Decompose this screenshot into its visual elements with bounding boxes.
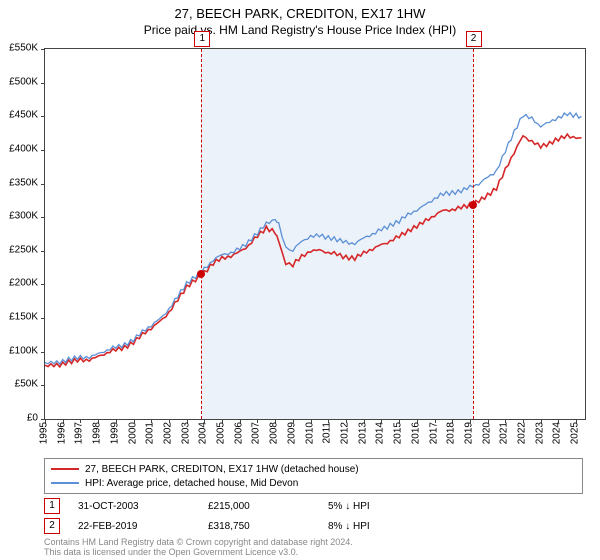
x-axis-tick-label: 2008 xyxy=(269,422,280,444)
y-axis-tick-label: £450K xyxy=(9,110,38,121)
event-vline xyxy=(473,49,474,419)
footer-line-2: This data is licensed under the Open Gov… xyxy=(44,548,353,558)
x-axis-tick-label: 1998 xyxy=(92,422,103,444)
legend-swatch xyxy=(51,468,79,470)
x-axis-tick-label: 2022 xyxy=(517,422,528,444)
y-tick xyxy=(41,352,45,353)
event-row: 2 22-FEB-2019£318,7508% ↓ HPI xyxy=(44,516,583,536)
x-axis-tick-label: 1997 xyxy=(74,422,85,444)
y-tick xyxy=(41,217,45,218)
y-axis-tick-label: £150K xyxy=(9,312,38,323)
event-row-marker: 1 xyxy=(44,498,60,514)
x-axis-tick-label: 2023 xyxy=(534,422,545,444)
y-axis-tick-label: £100K xyxy=(9,345,38,356)
y-axis-tick-label: £350K xyxy=(9,177,38,188)
x-axis-tick-label: 2001 xyxy=(145,422,156,444)
y-tick xyxy=(41,184,45,185)
event-row-marker: 2 xyxy=(44,518,60,534)
event-price: £215,000 xyxy=(208,501,328,512)
x-axis-tick-label: 2015 xyxy=(393,422,404,444)
y-axis-tick-label: £50K xyxy=(15,379,38,390)
x-axis-tick-label: 2009 xyxy=(286,422,297,444)
y-axis-tick-label: £250K xyxy=(9,244,38,255)
chart-container: 27, BEECH PARK, CREDITON, EX17 1HW Price… xyxy=(0,0,600,560)
event-date: 31-OCT-2003 xyxy=(78,501,208,512)
x-axis-tick-label: 2025 xyxy=(570,422,581,444)
event-vline xyxy=(201,49,202,419)
event-marker: 1 xyxy=(194,31,210,47)
legend-swatch xyxy=(51,482,79,484)
event-hpi-diff: 8% ↓ HPI xyxy=(328,521,583,532)
x-axis-tick-label: 2024 xyxy=(552,422,563,444)
event-date: 22-FEB-2019 xyxy=(78,521,208,532)
x-axis-labels: 1995199619971998199920002001200220032004… xyxy=(44,418,584,454)
event-price: £318,750 xyxy=(208,521,328,532)
sale-point-marker xyxy=(469,201,477,209)
title-block: 27, BEECH PARK, CREDITON, EX17 1HW Price… xyxy=(0,0,600,37)
legend-label: HPI: Average price, detached house, Mid … xyxy=(85,478,298,489)
x-axis-tick-label: 2006 xyxy=(233,422,244,444)
y-tick xyxy=(41,83,45,84)
y-axis-labels: £0£50K£100K£150K£200K£250K£300K£350K£400… xyxy=(0,48,40,418)
y-tick xyxy=(41,385,45,386)
x-axis-tick-label: 2004 xyxy=(198,422,209,444)
x-axis-tick-label: 2020 xyxy=(481,422,492,444)
x-axis-tick-label: 1995 xyxy=(39,422,50,444)
y-tick xyxy=(41,150,45,151)
events-table: 1 31-OCT-2003£215,0005% ↓ HPI 2 22-FEB-2019… xyxy=(44,496,583,536)
y-axis-tick-label: £550K xyxy=(9,43,38,54)
x-axis-tick-label: 2010 xyxy=(304,422,315,444)
y-axis-tick-label: £0 xyxy=(27,413,38,424)
footer-attribution: Contains HM Land Registry data © Crown c… xyxy=(44,538,353,558)
line-chart-svg xyxy=(45,49,585,419)
x-axis-tick-label: 2005 xyxy=(216,422,227,444)
x-axis-tick-label: 2011 xyxy=(322,422,333,444)
chart-title: 27, BEECH PARK, CREDITON, EX17 1HW xyxy=(0,6,600,21)
event-row: 1 31-OCT-2003£215,0005% ↓ HPI xyxy=(44,496,583,516)
x-axis-tick-label: 2013 xyxy=(357,422,368,444)
x-axis-tick-label: 2000 xyxy=(127,422,138,444)
x-axis-tick-label: 2017 xyxy=(428,422,439,444)
x-axis-tick-label: 2021 xyxy=(499,422,510,444)
y-tick xyxy=(41,116,45,117)
y-tick xyxy=(41,251,45,252)
x-axis-tick-label: 2007 xyxy=(251,422,262,444)
x-axis-tick-label: 2014 xyxy=(375,422,386,444)
x-axis-tick-label: 1996 xyxy=(56,422,67,444)
y-tick xyxy=(41,49,45,50)
chart-subtitle: Price paid vs. HM Land Registry's House … xyxy=(0,23,600,37)
x-axis-tick-label: 2002 xyxy=(162,422,173,444)
sale-point-marker xyxy=(197,270,205,278)
plot-area: 12 xyxy=(44,48,586,420)
event-hpi-diff: 5% ↓ HPI xyxy=(328,501,583,512)
legend-box: 27, BEECH PARK, CREDITON, EX17 1HW (deta… xyxy=(44,458,583,494)
series-property xyxy=(45,134,582,367)
x-axis-tick-label: 2019 xyxy=(463,422,474,444)
x-axis-tick-label: 2018 xyxy=(446,422,457,444)
y-tick xyxy=(41,284,45,285)
legend-row: HPI: Average price, detached house, Mid … xyxy=(51,476,576,490)
y-axis-tick-label: £200K xyxy=(9,278,38,289)
x-axis-tick-label: 1999 xyxy=(109,422,120,444)
y-tick xyxy=(41,318,45,319)
y-axis-tick-label: £400K xyxy=(9,143,38,154)
y-axis-tick-label: £300K xyxy=(9,211,38,222)
series-hpi xyxy=(45,113,582,365)
y-axis-tick-label: £500K xyxy=(9,76,38,87)
x-axis-tick-label: 2012 xyxy=(339,422,350,444)
legend-row: 27, BEECH PARK, CREDITON, EX17 1HW (deta… xyxy=(51,462,576,476)
legend-label: 27, BEECH PARK, CREDITON, EX17 1HW (deta… xyxy=(85,464,359,475)
x-axis-tick-label: 2016 xyxy=(410,422,421,444)
x-axis-tick-label: 2003 xyxy=(180,422,191,444)
event-marker: 2 xyxy=(466,31,482,47)
